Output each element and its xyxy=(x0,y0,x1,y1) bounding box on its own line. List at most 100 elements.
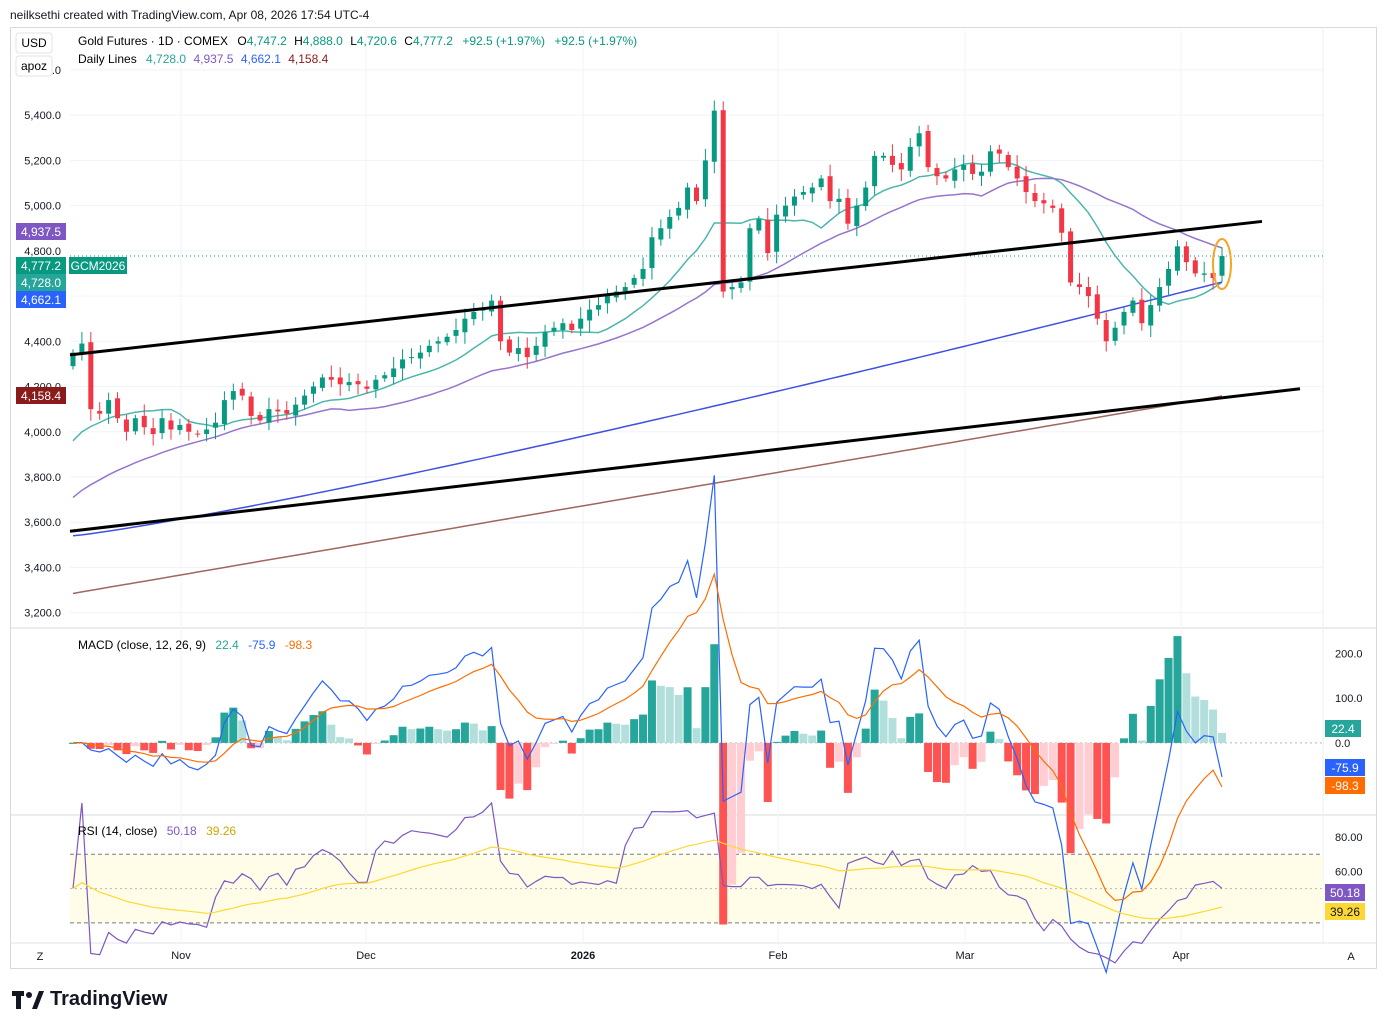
ma100-line xyxy=(72,281,1223,537)
candle-body xyxy=(1050,205,1056,208)
macd-hist-bar xyxy=(336,737,345,743)
change-value: +92.5 (+1.97%) xyxy=(462,34,545,48)
candle-body xyxy=(435,341,441,344)
macd-hist-bar xyxy=(273,736,282,743)
mode-box[interactable] xyxy=(15,55,53,77)
macd-hist-bar xyxy=(835,742,843,762)
macd-hist-bar xyxy=(745,742,754,761)
macd-hist-bar xyxy=(1164,657,1173,743)
candle-body xyxy=(186,423,192,432)
macd-hist-bar xyxy=(1093,742,1102,819)
macd-hist-bar xyxy=(407,729,416,743)
macd-hist-bar xyxy=(977,742,986,762)
macd-hist-bar xyxy=(398,726,407,743)
macd-hist-bar xyxy=(719,742,728,925)
macd-hist-bar xyxy=(826,742,835,768)
macd-hist-bar xyxy=(1102,742,1111,824)
candle-body xyxy=(1139,299,1145,324)
macd-hist-bar xyxy=(425,726,434,743)
x-label-feb: Feb xyxy=(769,950,788,962)
candle-body xyxy=(791,196,797,206)
candle-body xyxy=(168,420,174,430)
candle-body xyxy=(373,379,379,390)
macd-hist-bar xyxy=(220,712,229,743)
candle-body xyxy=(943,175,949,179)
macd-hist-bar xyxy=(852,742,861,758)
macd-signal-line xyxy=(72,571,1223,902)
currency-label: USD xyxy=(21,36,47,50)
candle-body xyxy=(845,197,851,224)
candles xyxy=(70,100,1225,446)
macd-tag-hist xyxy=(1325,720,1361,737)
symbol-title: Gold Futures · 1D · COMEX xyxy=(78,34,228,48)
macd-hist-bar xyxy=(665,687,674,743)
candle-body xyxy=(498,300,504,342)
macd-hist-bar xyxy=(1111,742,1120,778)
candle-body xyxy=(934,168,940,177)
candle-body xyxy=(774,214,780,252)
moving-averages xyxy=(72,162,1223,595)
candle-body xyxy=(1076,284,1082,288)
macd-hist-value: 22.4 xyxy=(215,638,239,652)
candle-body xyxy=(524,347,530,358)
candle-body xyxy=(1148,305,1154,326)
x-label-2026: 2026 xyxy=(571,950,595,962)
macd-hist-bar xyxy=(86,742,95,749)
candle-body xyxy=(1041,200,1047,204)
auto-scale-corner[interactable]: A xyxy=(1347,951,1355,963)
macd-hist-bar xyxy=(202,742,211,745)
macd-hist-bar xyxy=(149,742,158,753)
candle-body xyxy=(881,155,887,158)
macd-hist-bar xyxy=(478,730,487,743)
candle-body xyxy=(898,163,904,170)
candle-body xyxy=(1174,246,1180,271)
macd-hist-bar xyxy=(175,742,184,745)
candle-body xyxy=(863,187,869,207)
close-value: 4,777.2 xyxy=(413,34,453,48)
currency-box[interactable] xyxy=(15,32,53,54)
macd-hist-bar xyxy=(799,733,808,743)
macd-hist-bar xyxy=(443,730,452,743)
candle-body xyxy=(266,409,272,423)
candle-body xyxy=(150,428,156,435)
candle-body xyxy=(1068,231,1074,283)
macd-hist-bar xyxy=(354,742,363,746)
macd-hist-bar xyxy=(630,719,639,743)
macd-hist-bar xyxy=(300,721,309,743)
y-tick-label: 5,400.0 xyxy=(24,110,61,122)
candle-body xyxy=(1032,192,1038,202)
candle-body xyxy=(578,318,584,329)
macd-hist-bar xyxy=(870,689,879,743)
candle-body xyxy=(319,377,325,388)
candle-body xyxy=(177,424,183,430)
candle-body xyxy=(1059,208,1065,233)
macd-hist-bar xyxy=(496,742,505,791)
change-value-2: +92.5 (+1.97%) xyxy=(554,34,637,48)
tag-ma100 xyxy=(16,291,66,308)
macd-hist-bar xyxy=(763,742,772,803)
tradingview-logo-icon xyxy=(12,990,44,1009)
macd-hist-bar xyxy=(861,728,870,743)
candle-body xyxy=(1005,154,1011,168)
macd-hist-bar xyxy=(416,728,425,743)
macd-hist-bar xyxy=(986,731,995,743)
macd-hist-bar xyxy=(166,742,175,750)
macd-hist-bar xyxy=(879,700,888,743)
macd-hist-bar xyxy=(1004,742,1013,762)
macd-hist-bar xyxy=(558,740,567,743)
y-tick-label: 3,200.0 xyxy=(24,608,61,620)
macd-hist-bar xyxy=(380,740,389,743)
zoom-corner-left[interactable]: Z xyxy=(37,951,44,963)
macd-hist-bar xyxy=(728,742,737,885)
candle-body xyxy=(328,377,334,380)
candle-body xyxy=(667,216,673,229)
tag-symbol-text: GCM2026 xyxy=(71,259,126,273)
macd-hist-bar xyxy=(924,742,933,772)
macd-hist-bar xyxy=(318,711,327,743)
macd-y-tick: 100.0 xyxy=(1335,693,1363,705)
tag-ma200 xyxy=(16,387,66,404)
macd-hist-bar xyxy=(781,735,790,743)
rsi-y-tick: 60.00 xyxy=(1335,866,1363,878)
macd-pane: 200.0 100.0 0.0 xyxy=(69,475,1363,975)
candle-body xyxy=(97,410,103,414)
